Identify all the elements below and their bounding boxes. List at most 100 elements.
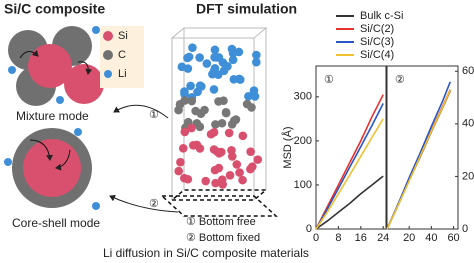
atom (212, 53, 221, 62)
atom (223, 61, 232, 71)
atom (252, 50, 261, 60)
atom (180, 96, 190, 105)
atom (177, 62, 187, 72)
atom (249, 86, 259, 95)
x-tick-label: 60 (447, 232, 459, 244)
legend-li (104, 70, 112, 78)
arrow (113, 104, 169, 119)
atom (246, 164, 255, 174)
mode-label: Mixture mode (16, 109, 89, 123)
atom (210, 45, 220, 55)
series-line (386, 89, 451, 230)
atom (202, 59, 212, 68)
x-tick-label: 0 (313, 232, 319, 244)
simulation-box (160, 27, 278, 217)
atom (210, 63, 220, 73)
atom (238, 175, 247, 185)
arrow-label: ② (149, 198, 159, 210)
atom (232, 160, 242, 169)
series-line (315, 175, 384, 230)
atom (225, 170, 235, 180)
plot-frame (315, 65, 387, 230)
legend-label: Si (118, 30, 128, 42)
y-axis-label: MSD (Å) (281, 126, 294, 168)
atom (211, 178, 220, 188)
atom (188, 43, 197, 52)
y-tick-label: 0 (306, 223, 312, 235)
panel-label: ② (395, 74, 405, 86)
x-tick-label: 16 (355, 232, 367, 244)
center-title: DFT simulation (196, 1, 297, 17)
x-tick-label: 40 (425, 232, 437, 244)
legend-c (103, 50, 113, 60)
legend-label: Bulk c-Si (360, 10, 403, 22)
mode-label: Core-shell mode (12, 216, 100, 230)
y-tick-label: 300 (294, 91, 312, 103)
condition: ① Bottom free (186, 216, 256, 228)
atom (180, 89, 189, 99)
atom (187, 123, 196, 133)
arrow (109, 194, 179, 213)
mixture-graphic (8, 26, 104, 106)
y-tick-label: 200 (462, 170, 474, 182)
atom (184, 52, 194, 62)
atom (214, 163, 224, 173)
plot-frame (386, 65, 459, 230)
atom (246, 147, 255, 156)
legend-label: Si/C(2) (360, 23, 394, 35)
legend-label: Si/C(4) (360, 49, 394, 61)
atom (209, 128, 219, 137)
caption: Li diffusion in Si/C composite materials (103, 246, 309, 260)
atom (183, 174, 193, 184)
legend-label: Li (118, 68, 127, 80)
series-line (315, 103, 384, 230)
atom (227, 146, 236, 155)
atom (228, 55, 238, 65)
series-line (315, 94, 384, 230)
atom (211, 120, 220, 129)
atom (209, 85, 219, 94)
atom (214, 97, 223, 106)
atom (221, 108, 231, 118)
atom (244, 92, 253, 101)
x-tick-label: 8 (335, 232, 341, 244)
x-tick-label: 20 (403, 232, 415, 244)
atom (174, 166, 183, 176)
atom (195, 144, 205, 153)
condition: ② Bottom fixed (186, 232, 260, 244)
atom (253, 155, 263, 164)
y-tick-label: 0 (462, 223, 468, 235)
atom (188, 141, 198, 150)
legend-si (103, 31, 113, 41)
legend-label: C (118, 49, 126, 61)
core-shell-graphic (4, 128, 100, 210)
atom (178, 143, 188, 153)
atom (238, 131, 248, 141)
y-tick-label: 100 (294, 179, 312, 191)
atom (214, 149, 224, 158)
arrow-label: ① (149, 109, 159, 121)
atom (186, 81, 195, 91)
y-tick-label: 600 (462, 65, 474, 77)
atom (196, 109, 206, 118)
panel-label: ① (324, 74, 334, 86)
atom (235, 168, 244, 177)
y-tick-label: 400 (462, 118, 474, 130)
atom (234, 47, 244, 57)
atom (234, 74, 244, 84)
atom (176, 157, 185, 167)
legend-label: Si/C(3) (360, 36, 394, 48)
left-title: Si/C composite (4, 1, 105, 17)
atom (242, 99, 252, 109)
atom (218, 180, 227, 189)
atom (187, 96, 197, 106)
atom (217, 118, 227, 128)
atom (201, 176, 210, 186)
atom (195, 81, 205, 90)
atom (224, 128, 234, 138)
series-line (315, 118, 384, 230)
x-tick-label: 24 (377, 232, 389, 244)
atom (195, 53, 204, 62)
y-tick-label: 200 (294, 135, 312, 147)
